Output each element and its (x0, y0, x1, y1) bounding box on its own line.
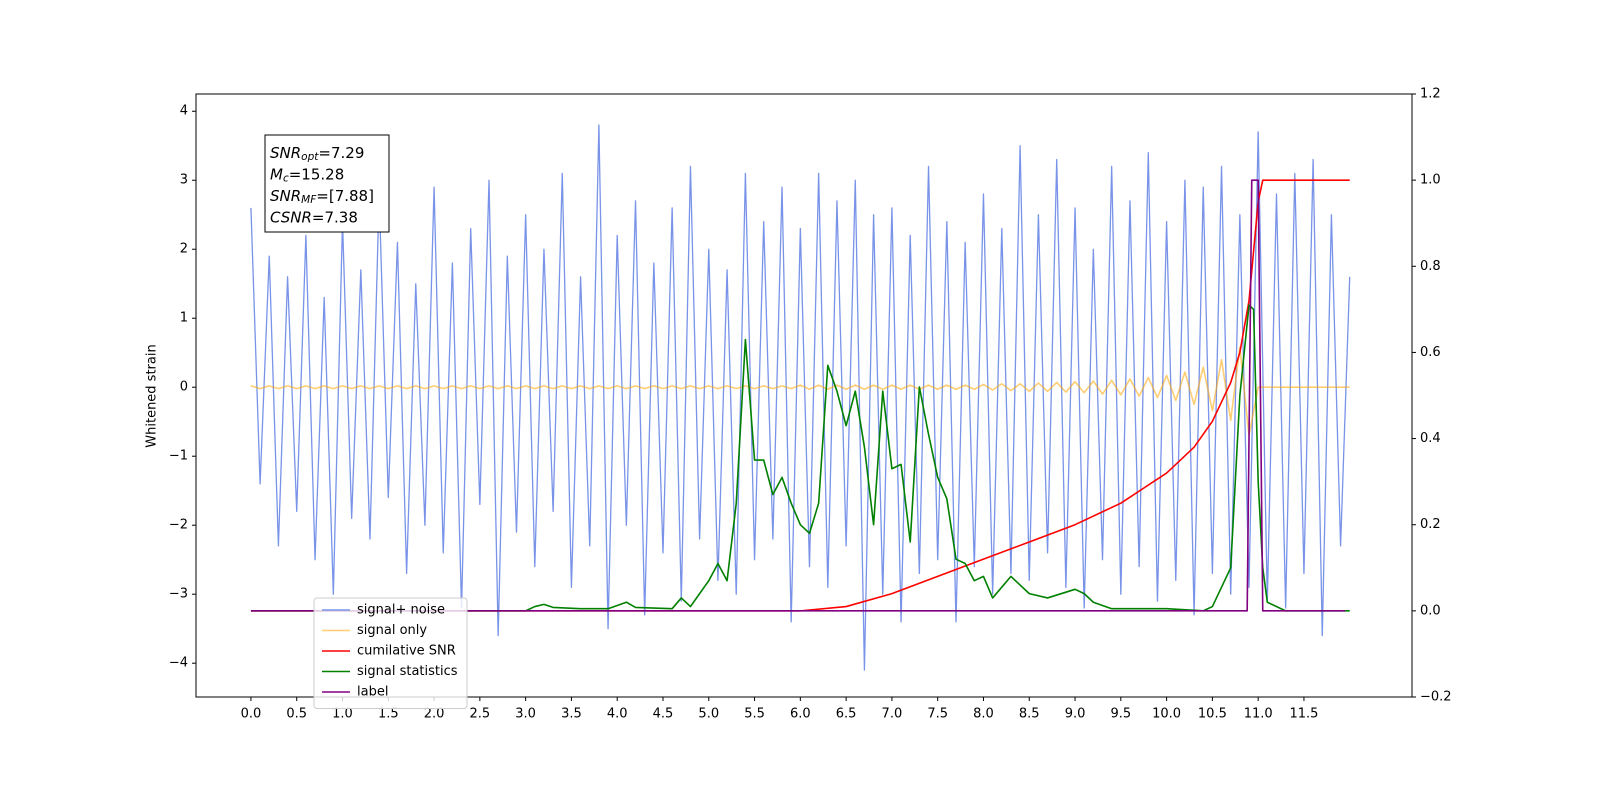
x-tick-label: 6.5 (836, 707, 857, 722)
x-tick-label: 0.5 (286, 707, 307, 722)
annotation-symbol: CSNR (270, 208, 312, 226)
annotation-value: =7.38 (312, 208, 358, 226)
x-tick-label: 9.0 (1065, 707, 1086, 722)
x-tick-label: 5.0 (698, 707, 719, 722)
legend-label: signal statistics (357, 664, 458, 679)
x-tick-label: 7.0 (882, 707, 903, 722)
annotation-value: =15.28 (289, 165, 345, 183)
y-tick-label: 0 (180, 380, 188, 395)
y-tick-label: 1 (180, 311, 188, 326)
y-axis-label: Whitened strain (145, 344, 160, 447)
y-tick-label: 4 (180, 104, 188, 119)
y2-tick-label: 0.2 (1420, 517, 1441, 532)
annotation-value: =[7.88] (316, 187, 374, 205)
annotation-symbol: SNR (270, 144, 301, 162)
x-tick-label: 10.5 (1198, 707, 1227, 722)
annotation-line: SNRMF=[7.88] (270, 187, 374, 207)
x-tick-label: 1.0 (332, 707, 353, 722)
y2-tick-label: 0.8 (1420, 259, 1441, 274)
x-tick-label: 5.5 (744, 707, 765, 722)
annotation-subscript: MF (301, 194, 317, 206)
series-line (250, 179, 1346, 612)
annotation-line: SNRopt=7.29 (270, 144, 364, 164)
y2-tick-label: 0.4 (1420, 431, 1441, 446)
x-tick-label: 10.0 (1152, 707, 1181, 722)
y2-tick-label: 1.0 (1420, 173, 1441, 188)
x-tick-label: 11.5 (1289, 707, 1318, 722)
y-tick-label: 2 (180, 242, 188, 257)
y-tick-label: −3 (169, 587, 188, 602)
y-tick-label: −4 (169, 656, 188, 671)
annotation-line: CSNR=7.38 (270, 208, 358, 226)
x-tick-label: 11.0 (1244, 707, 1273, 722)
y2-tick-label: 0.0 (1420, 603, 1441, 618)
x-tick-label: 8.5 (1019, 707, 1040, 722)
legend-label: label (357, 685, 388, 700)
y-tick-label: −2 (169, 518, 188, 533)
x-tick-label: 2.0 (424, 707, 445, 722)
y-tick-label: 3 (180, 173, 188, 188)
x-tick-label: 4.5 (653, 707, 674, 722)
legend-label: signal+ noise (357, 603, 445, 618)
annotation-symbol: M (270, 165, 283, 183)
y2-tick-label: 1.2 (1420, 87, 1441, 102)
x-tick-label: 3.5 (561, 707, 582, 722)
x-tick-label: 8.0 (973, 707, 994, 722)
x-tick-label: 1.5 (378, 707, 399, 722)
series-line (250, 124, 1351, 671)
x-tick-label: 3.0 (515, 707, 536, 722)
annotation-symbol: SNR (270, 187, 301, 205)
x-tick-label: 6.0 (790, 707, 811, 722)
x-tick-label: 7.5 (927, 707, 948, 722)
legend-label: cumilative SNR (357, 644, 456, 659)
annotation-subscript: c (283, 173, 289, 185)
x-tick-label: 0.0 (241, 707, 262, 722)
series-line (250, 346, 1350, 437)
x-tick-label: 9.5 (1110, 707, 1131, 722)
x-tick-label: 2.5 (470, 707, 491, 722)
annotation-box (264, 134, 390, 233)
y-tick-label: −1 (169, 449, 188, 464)
annotation-line: Mc=15.28 (270, 165, 344, 185)
legend-box (313, 597, 468, 709)
annotation-value: =7.29 (318, 144, 364, 162)
y2-tick-label: −0.2 (1420, 690, 1452, 705)
x-tick-label: 4.0 (607, 707, 628, 722)
legend-label: signal only (357, 623, 427, 638)
y2-tick-label: 0.6 (1420, 345, 1441, 360)
series-line (250, 304, 1350, 612)
annotation-subscript: opt (301, 151, 319, 163)
plot-frame (195, 93, 1413, 698)
